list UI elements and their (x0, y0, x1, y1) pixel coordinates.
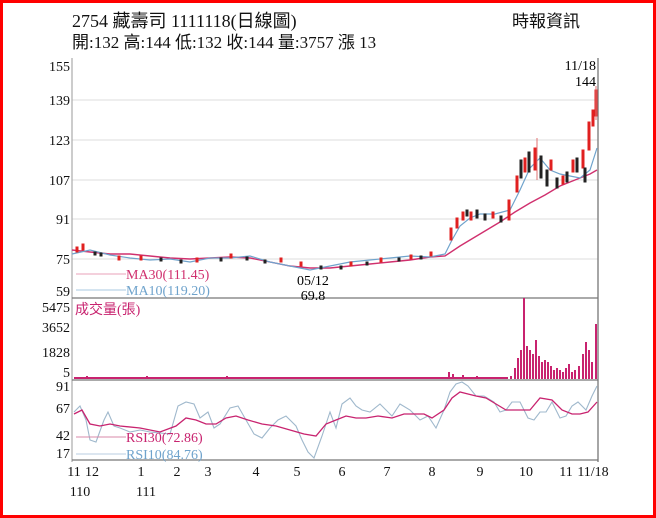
svg-text:1: 1 (138, 465, 145, 480)
svg-text:42: 42 (56, 429, 70, 444)
svg-text:6: 6 (339, 465, 346, 480)
x-axis-year-labels: 110 111 (70, 485, 156, 500)
data-source-label: 時報資訊 (512, 12, 580, 31)
svg-text:5475: 5475 (42, 301, 70, 316)
ma10-legend: MA10(119.20) (126, 284, 210, 299)
svg-text:155: 155 (49, 60, 70, 75)
svg-text:7: 7 (384, 465, 391, 480)
svg-text:107: 107 (49, 174, 70, 189)
svg-text:3: 3 (205, 465, 212, 480)
svg-text:11/18: 11/18 (577, 465, 608, 480)
ma10-line (71, 147, 598, 271)
rsi-panel: 91 67 42 17 RSI30(72.86) RSI10(84.76) (56, 380, 598, 463)
volume-bars (86, 298, 597, 379)
svg-text:8: 8 (429, 465, 436, 480)
chart-title: 2754 藏壽司 1111118(日線圖) (72, 11, 297, 31)
ohlc-summary: 開:132 高:144 低:132 收:144 量:3757 漲 13 (72, 33, 377, 52)
rsi10-legend: RSI10(84.76) (126, 448, 203, 463)
rsi10-line (73, 381, 598, 459)
svg-text:17: 17 (56, 447, 70, 462)
svg-text:11: 11 (67, 465, 80, 480)
svg-text:139: 139 (49, 94, 70, 109)
price-tick-labels: 155 139 123 107 91 75 59 (49, 60, 70, 300)
svg-text:1828: 1828 (42, 346, 70, 361)
svg-text:10: 10 (519, 465, 533, 480)
price-gridlines (72, 99, 598, 260)
svg-text:5: 5 (294, 465, 301, 480)
svg-text:111: 111 (136, 485, 156, 500)
svg-text:4: 4 (253, 465, 260, 480)
low-price-label: 69.8 (301, 289, 326, 304)
x-axis-month-labels: 11 12 1 2 3 4 5 6 7 8 9 10 11 11/18 (67, 465, 608, 480)
svg-text:12: 12 (85, 465, 99, 480)
svg-text:123: 123 (49, 134, 70, 149)
svg-text:75: 75 (56, 253, 70, 268)
svg-text:110: 110 (70, 485, 90, 500)
rsi-tick-labels: 91 67 42 17 (56, 380, 70, 462)
svg-text:5: 5 (63, 366, 70, 381)
last-date-label: 11/18 (565, 59, 596, 74)
rsi30-legend: RSI30(72.86) (126, 431, 203, 446)
svg-text:2: 2 (174, 465, 181, 480)
svg-text:9: 9 (477, 465, 484, 480)
svg-text:67: 67 (56, 402, 70, 417)
svg-text:11: 11 (559, 465, 572, 480)
rsi30-line (73, 391, 598, 437)
volume-legend: 成交量(張) (75, 301, 141, 318)
svg-text:3652: 3652 (42, 321, 70, 336)
svg-text:91: 91 (56, 380, 70, 395)
svg-text:91: 91 (56, 213, 70, 228)
volume-panel: 5475 3652 1828 5 成交量(張) (42, 298, 598, 381)
price-panel: 155 139 123 107 91 75 59 (49, 58, 599, 462)
ma30-legend: MA30(111.45) (126, 268, 210, 283)
candlesticks (75, 86, 598, 270)
last-price-label: 144 (575, 75, 596, 90)
low-date-label: 05/12 (297, 274, 329, 289)
volume-tick-labels: 5475 3652 1828 5 (42, 301, 70, 381)
ma30-line (71, 169, 598, 269)
svg-text:59: 59 (56, 285, 70, 300)
